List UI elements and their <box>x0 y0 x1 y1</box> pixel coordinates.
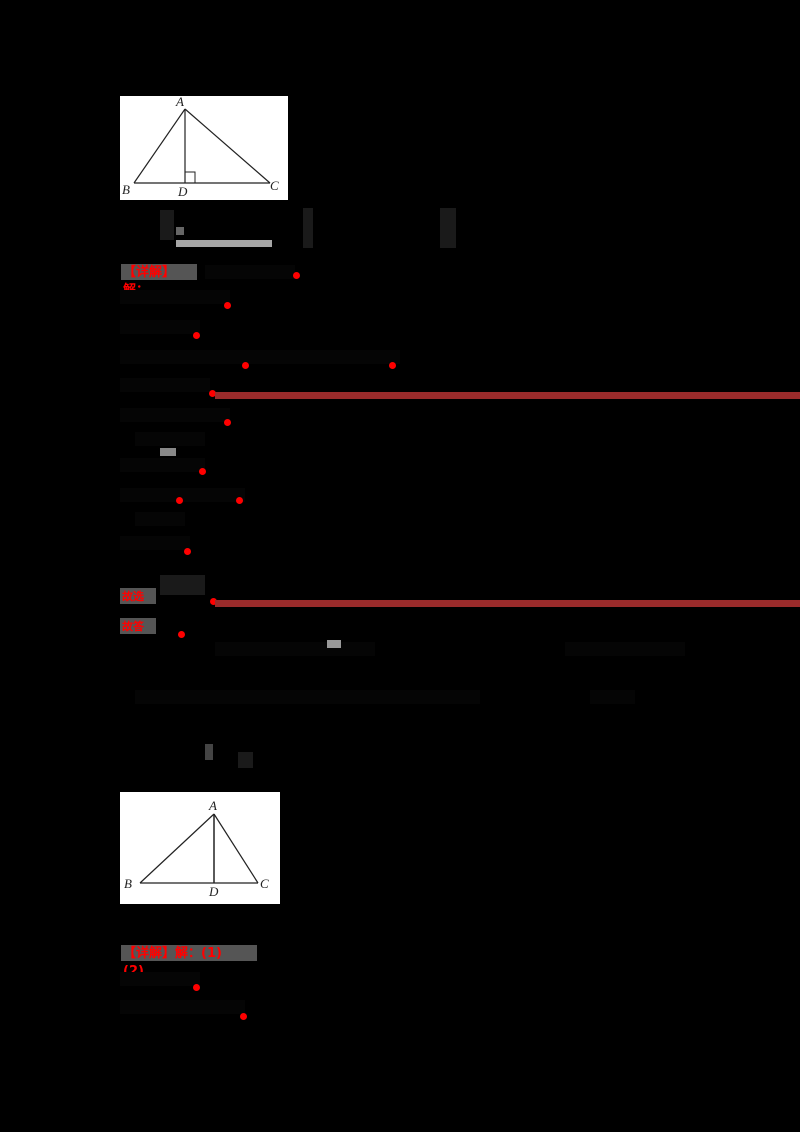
red-marker-dot <box>236 497 243 504</box>
text-line <box>120 408 230 422</box>
vertex-label-b: B <box>124 876 132 891</box>
red-marker-dot <box>193 984 200 991</box>
choice-label: 故选 <box>120 588 156 604</box>
solution-label: 【详解】解：(1)(2)... <box>121 945 257 979</box>
vertex-label-c: C <box>270 178 279 193</box>
red-marker-dot <box>176 497 183 504</box>
red-marker-dot <box>193 332 200 339</box>
text-line <box>120 378 210 392</box>
text-line <box>120 972 200 986</box>
triangle-diagram-2 <box>139 813 259 884</box>
red-marker-dot <box>184 548 191 555</box>
vertex-label-a: A <box>176 94 184 109</box>
text-line <box>135 432 205 446</box>
vertex-label-d: D <box>178 184 188 199</box>
text-line <box>120 488 245 502</box>
option-marker <box>160 210 174 240</box>
text-line <box>120 1000 245 1014</box>
question-text <box>135 690 480 704</box>
text-line <box>120 350 400 364</box>
red-marker-dot <box>242 362 249 369</box>
answer-label: 故答 <box>120 618 156 634</box>
red-marker-dot <box>389 362 396 369</box>
triangle-figure-1: A B C D <box>120 94 288 200</box>
red-marker-dot <box>293 272 300 279</box>
text-line <box>120 320 200 334</box>
red-marker-dot <box>224 302 231 309</box>
vertex-label-d: D <box>209 884 219 899</box>
question-text <box>565 642 685 656</box>
question-text <box>590 690 635 704</box>
option-marker <box>440 208 456 248</box>
fraction-bar <box>160 448 176 456</box>
red-marker-dot <box>209 390 216 397</box>
red-marker-dot <box>240 1013 247 1020</box>
vertex-label-a: A <box>209 798 217 813</box>
answer-blank-bar <box>176 240 272 247</box>
option-marker <box>303 208 313 248</box>
vertex-label-b: B <box>122 182 130 197</box>
small-grey-box <box>176 227 184 235</box>
text-line <box>120 536 190 550</box>
fraction-expression <box>205 744 213 760</box>
triangle-figure-2: A B C D <box>120 792 280 904</box>
vertex-label-c: C <box>260 876 269 891</box>
text-line <box>135 512 185 526</box>
fraction-expression <box>238 752 253 768</box>
text-line <box>120 290 230 304</box>
section-divider <box>215 392 800 399</box>
fraction-expression <box>160 575 205 595</box>
text-line <box>120 458 205 472</box>
question-text <box>215 642 375 656</box>
red-marker-dot <box>178 631 185 638</box>
section-divider <box>215 600 800 607</box>
triangle-diagram-1 <box>133 108 271 184</box>
highlight-box <box>327 640 341 648</box>
red-marker-dot <box>210 598 217 605</box>
solution-label: 【详解】解： <box>121 264 197 298</box>
text-line <box>205 265 295 279</box>
red-marker-dot <box>224 419 231 426</box>
red-marker-dot <box>199 468 206 475</box>
